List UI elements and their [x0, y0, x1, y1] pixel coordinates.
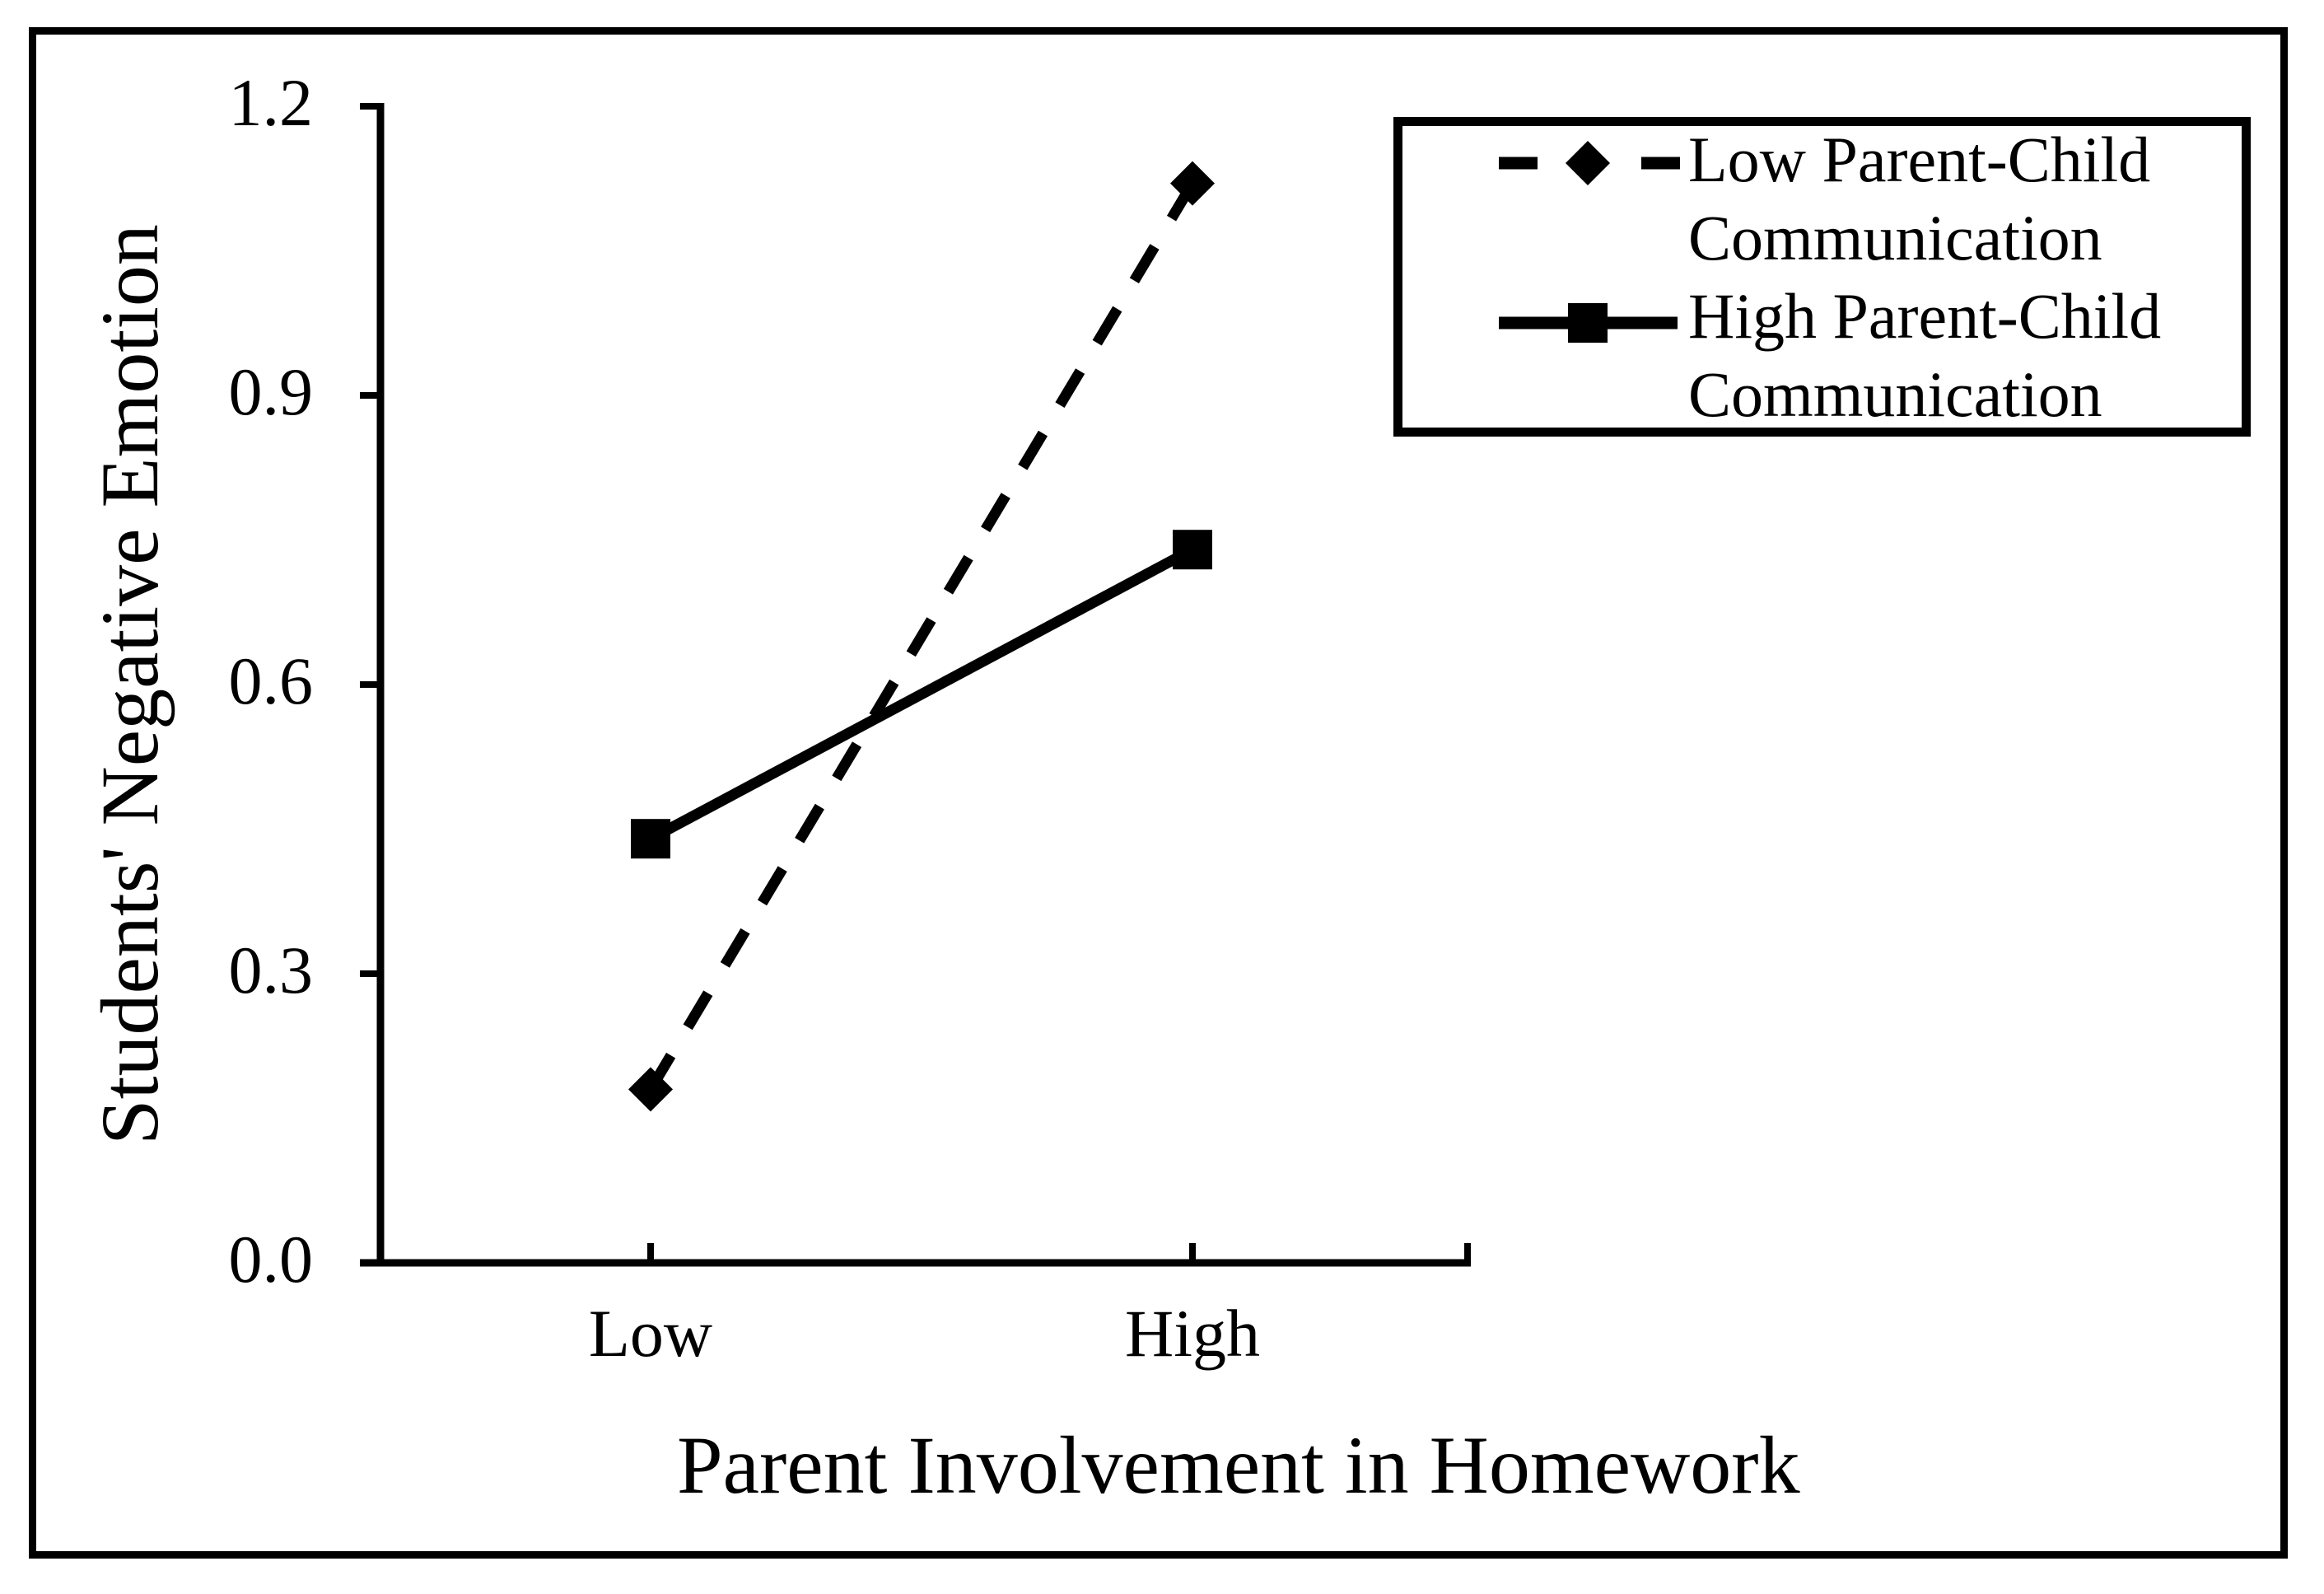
legend-marker-samples [1499, 141, 1680, 343]
series-marker-low-parent-child-communication [1170, 161, 1215, 206]
legend-entry-label-line: Communication [1688, 358, 2102, 430]
y-axis-title: Students' Negative Emotion [84, 224, 175, 1145]
y-tick-label: 0.0 [228, 1222, 314, 1297]
y-tick-label: 0.3 [228, 933, 314, 1007]
y-tick-label: 1.2 [228, 65, 314, 140]
x-axis-title: Parent Involvement in Homework [677, 1419, 1800, 1511]
series-marker-high-parent-child-communication [631, 819, 670, 859]
figure-border [29, 27, 2288, 1559]
series-marker-low-parent-child-communication [628, 1067, 673, 1112]
x-category-label: Low [588, 1296, 713, 1371]
legend-entry-label-line: High Parent-Child [1688, 280, 2162, 352]
x-category-label: High [1125, 1296, 1260, 1371]
legend-sample-marker-high-parent-child-communication [1568, 303, 1608, 343]
legend-entry-low-communication: Low Parent-Child Communication [1688, 120, 2224, 277]
legend-entry-label-line: Low Parent-Child [1688, 124, 2151, 195]
series-marker-high-parent-child-communication [1173, 530, 1212, 570]
series-line-high-parent-child-communication [647, 545, 1196, 844]
legend: Low Parent-Child Communication High Pare… [1393, 117, 2251, 437]
legend-entry-high-communication: High Parent-Child Communication [1688, 277, 2224, 433]
legend-entry-label-line: Communication [1688, 202, 2102, 273]
y-tick-label: 0.6 [228, 643, 314, 718]
legend-sample-marker-low-parent-child-communication [1566, 141, 1610, 185]
y-tick-label: 0.9 [228, 354, 314, 429]
series-line-low-parent-child-communication [646, 180, 1197, 1092]
